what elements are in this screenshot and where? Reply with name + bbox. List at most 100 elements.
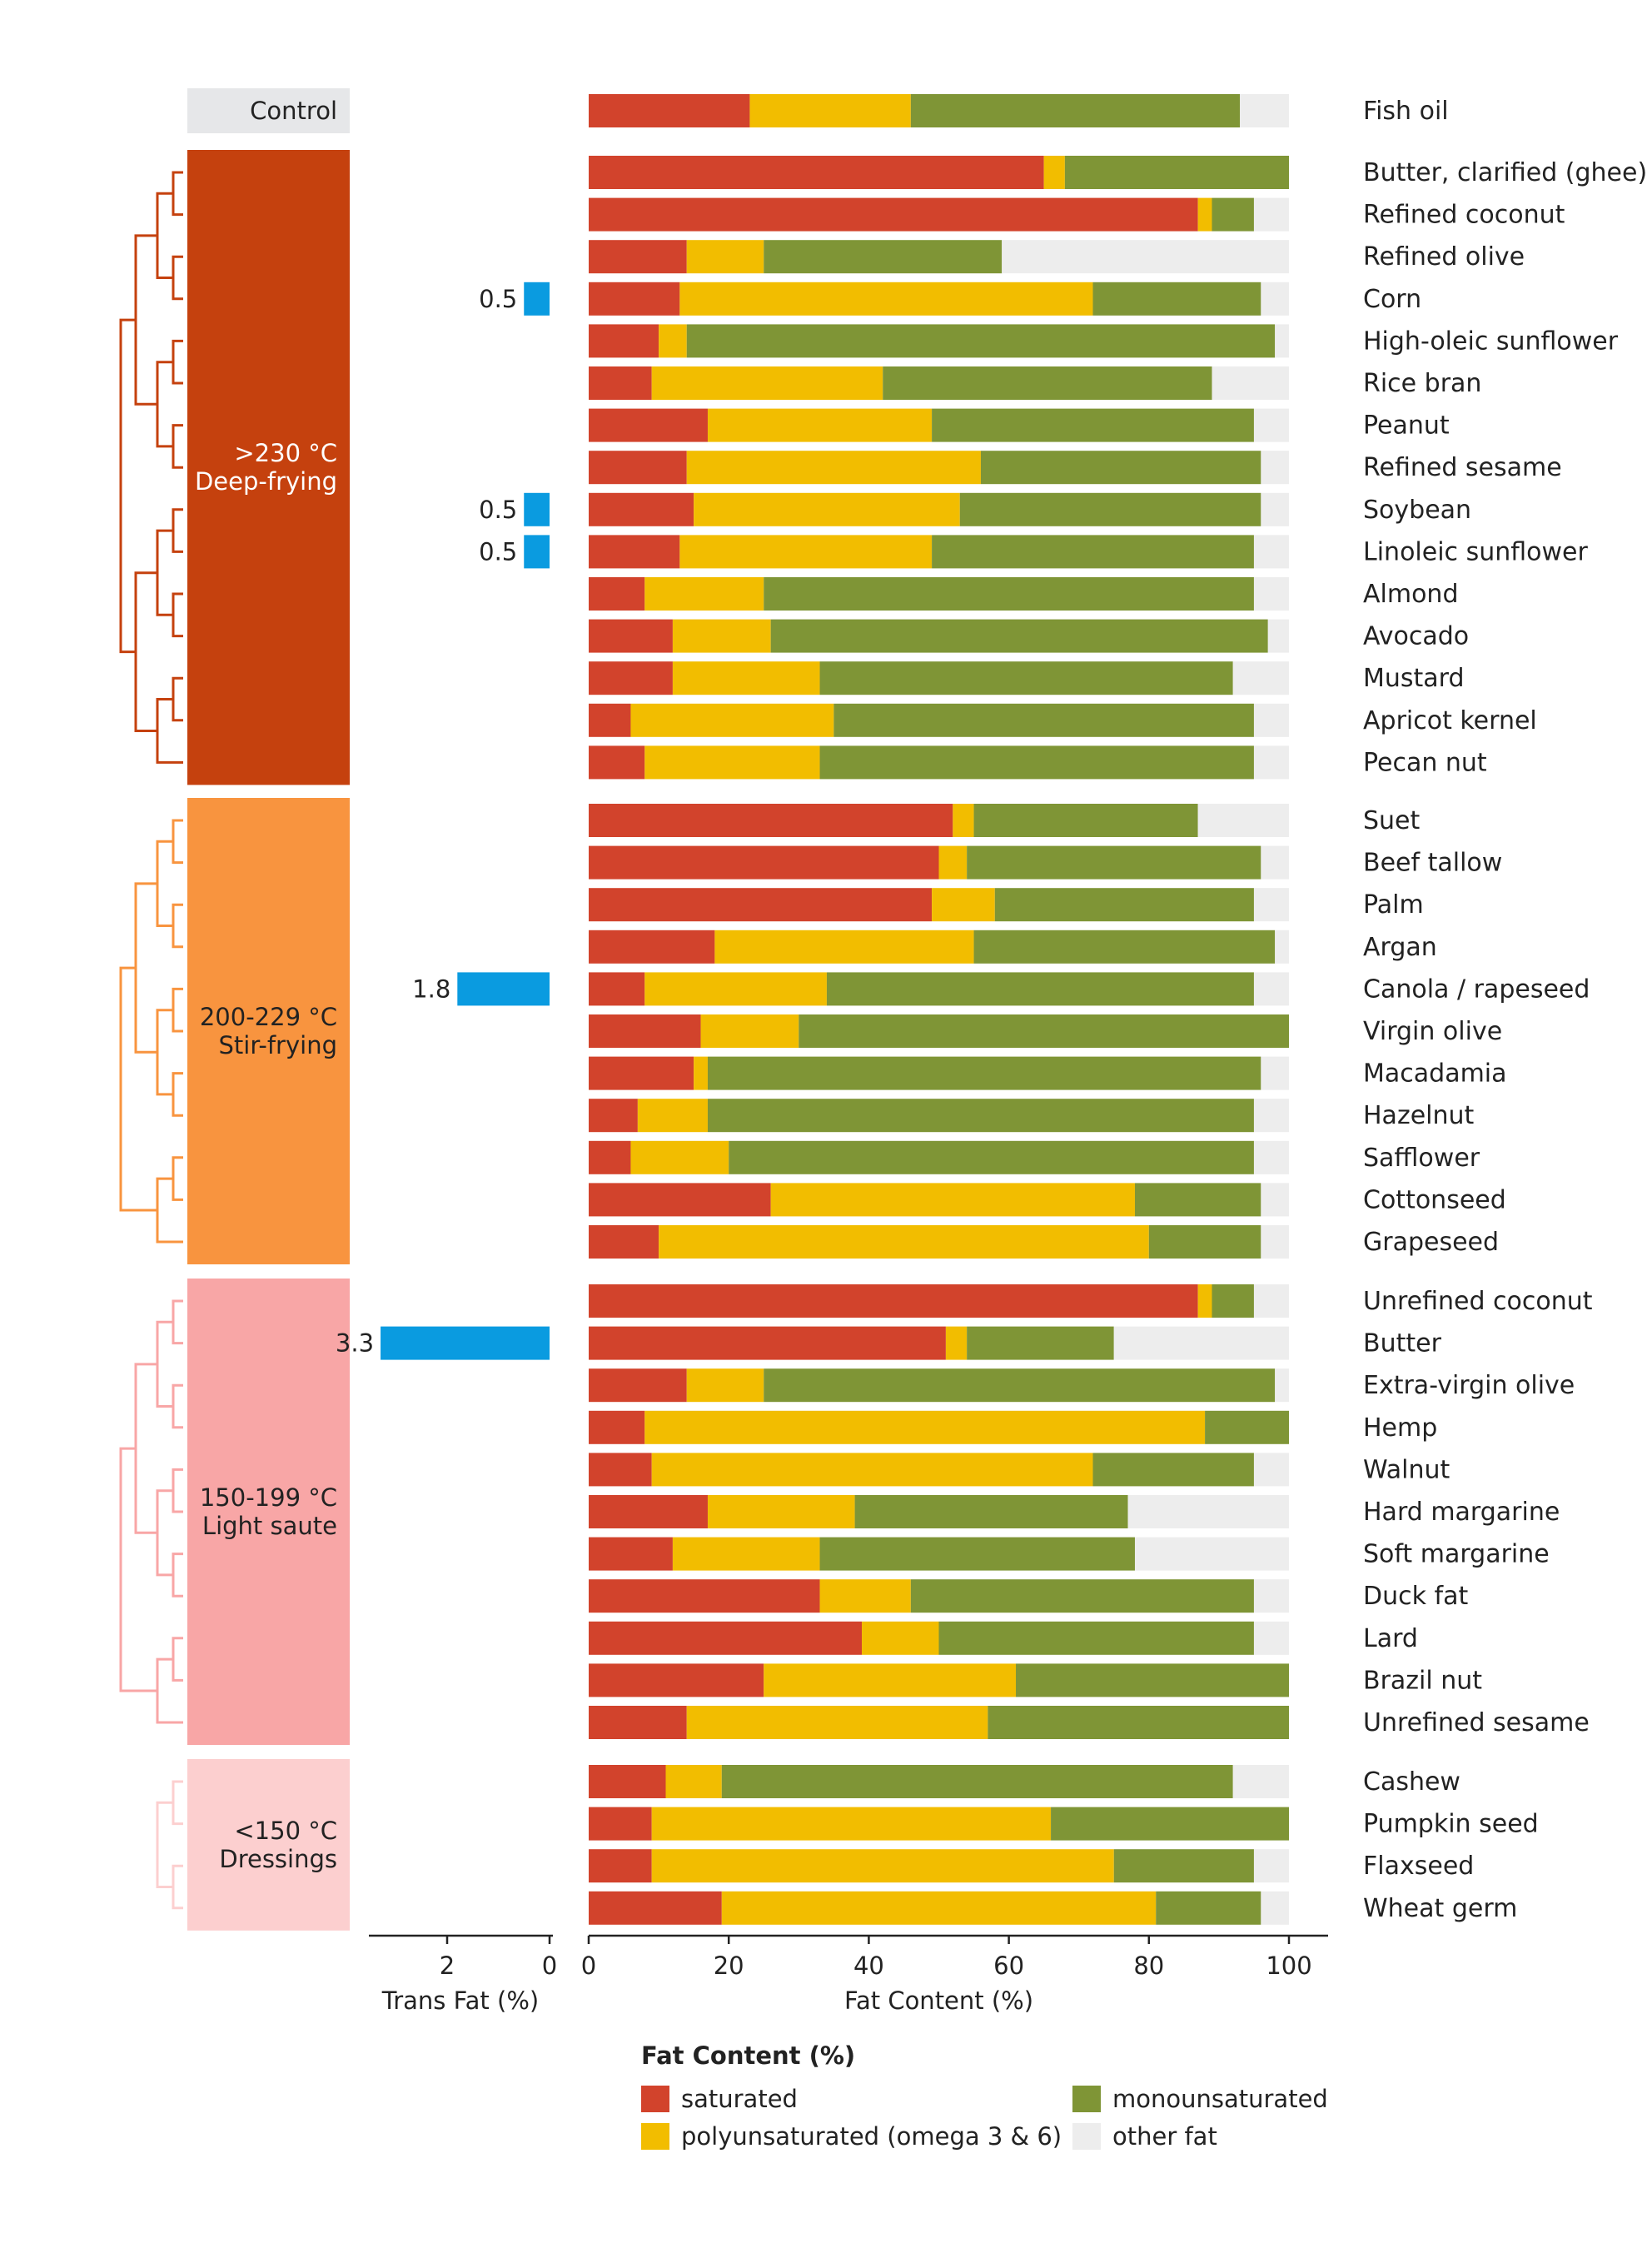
legend-label: other fat xyxy=(1112,2122,1217,2151)
bar-polyunsaturated xyxy=(644,745,820,780)
oil-labels: Fish oil Butter, clarified (ghee) Refined … xyxy=(1363,97,1647,1923)
trans-fat-value: 1.8 xyxy=(412,974,450,1003)
bar-monounsaturated xyxy=(770,619,1268,653)
legend-title: Fat Content (%) xyxy=(641,2041,855,2070)
group-label: Dressings xyxy=(219,1845,337,1873)
bar-saturated xyxy=(589,156,1044,189)
bar-polyunsaturated xyxy=(707,1495,855,1528)
bar-monounsaturated xyxy=(967,845,1261,880)
fat-axis-tick-label: 40 xyxy=(853,1951,884,1980)
bar-other xyxy=(1253,1621,1289,1655)
bar-monounsaturated xyxy=(729,1140,1254,1174)
bar-saturated xyxy=(589,492,694,526)
dendrogram-branch xyxy=(119,1447,157,1692)
oil-label: Hazelnut xyxy=(1363,1101,1475,1130)
trans-fat-bar xyxy=(524,535,550,569)
bar-polyunsaturated xyxy=(694,492,960,526)
fat-axis-tick-label: 60 xyxy=(993,1951,1024,1980)
bar-saturated xyxy=(589,282,680,316)
bar-saturated xyxy=(589,1140,631,1174)
oil-label: Extra-virgin olive xyxy=(1363,1371,1575,1400)
dendrogram-branch xyxy=(156,1801,173,1888)
bar-other xyxy=(1212,366,1289,400)
dendrogram-branch xyxy=(172,1780,183,1826)
bar-saturated xyxy=(589,1495,708,1528)
bar-monounsaturated xyxy=(932,535,1254,569)
bar-polyunsaturated xyxy=(945,1326,968,1360)
dendrogram-branch xyxy=(172,1553,183,1598)
dendrogram-branch xyxy=(172,1864,183,1910)
bar-other xyxy=(1253,535,1289,569)
bar-saturated xyxy=(589,197,1198,232)
oil-label: Palm xyxy=(1363,890,1424,920)
bar-other xyxy=(1275,324,1289,358)
bar-polyunsaturated xyxy=(770,1183,1135,1217)
dendrogram-branch xyxy=(134,571,157,732)
oil-label: Refined coconut xyxy=(1363,201,1565,230)
group-band-deep xyxy=(187,150,350,785)
dendrogram-branch xyxy=(134,234,157,406)
bar-polyunsaturated xyxy=(953,804,974,837)
dendrogram-branch xyxy=(172,171,183,217)
bar-polyunsaturated xyxy=(686,1706,988,1739)
dendrogram-branch xyxy=(119,318,136,654)
bar-monounsaturated xyxy=(826,972,1254,1006)
dendrogram-branch xyxy=(134,1363,157,1534)
group-band-dress xyxy=(187,1759,350,1931)
dendrogram-branch xyxy=(156,1320,173,1408)
bar-polyunsaturated xyxy=(686,1368,764,1403)
dendrogram-branch xyxy=(172,1299,183,1345)
dendrogram-branch xyxy=(172,339,183,385)
group-label: 200-229 °C xyxy=(200,1003,337,1031)
bar-other xyxy=(1253,1140,1289,1174)
bar-other xyxy=(1261,492,1289,526)
bar-polyunsaturated xyxy=(665,1765,722,1798)
bar-other xyxy=(1261,1891,1289,1925)
bar-other xyxy=(1253,703,1289,737)
oil-label: Almond xyxy=(1363,580,1459,609)
trans-fat-value: 0.5 xyxy=(479,537,517,566)
dendrogram-branch xyxy=(156,1657,183,1724)
bar-polyunsaturated xyxy=(672,619,771,653)
bar-saturated xyxy=(589,1225,659,1259)
bar-other xyxy=(1275,1368,1289,1403)
bar-saturated xyxy=(589,535,680,569)
bar-polyunsaturated xyxy=(644,1410,1206,1444)
legend-swatch-other xyxy=(1072,2123,1101,2150)
dendrogram-branch xyxy=(119,966,157,1212)
trans-fat-value: 3.3 xyxy=(336,1329,374,1358)
bar-saturated xyxy=(589,1807,652,1841)
bar-monounsaturated xyxy=(819,661,1233,695)
bar-monounsaturated xyxy=(973,930,1276,964)
oil-label: Fish oil xyxy=(1363,97,1449,126)
bar-polyunsaturated xyxy=(721,1891,1157,1925)
oil-label: Pecan nut xyxy=(1363,748,1487,777)
bar-polyunsaturated xyxy=(672,661,820,695)
bar-polyunsaturated xyxy=(749,94,911,127)
bar-saturated xyxy=(589,1368,687,1403)
oil-label: Refined sesame xyxy=(1363,453,1562,482)
bar-polyunsaturated xyxy=(938,845,968,880)
group-label: <150 °C xyxy=(234,1817,337,1845)
bar-saturated xyxy=(589,1056,694,1090)
oil-label: Brazil nut xyxy=(1363,1666,1482,1695)
oil-label: Butter xyxy=(1363,1329,1442,1358)
dendrogram-branch xyxy=(172,1383,183,1429)
bar-monounsaturated xyxy=(1064,156,1289,189)
bar-saturated xyxy=(589,1621,862,1655)
oil-label: Butter, clarified (ghee) xyxy=(1363,158,1647,187)
legend-label: monounsaturated xyxy=(1112,2085,1328,2113)
oil-label: Soybean xyxy=(1363,496,1471,525)
dendrogram-branch xyxy=(156,1009,173,1096)
bar-polyunsaturated xyxy=(679,282,1093,316)
bar-polyunsaturated xyxy=(932,888,995,922)
dendrogram-branch xyxy=(156,361,173,448)
bar-monounsaturated xyxy=(910,94,1241,127)
oil-label: Rice bran xyxy=(1363,369,1481,398)
bar-polyunsaturated xyxy=(630,1140,729,1174)
oil-label: Linoleic sunflower xyxy=(1363,537,1588,566)
oil-label: Apricot kernel xyxy=(1363,706,1537,735)
bar-saturated xyxy=(589,845,939,880)
bar-monounsaturated xyxy=(959,492,1261,526)
bar-other xyxy=(1253,577,1289,611)
